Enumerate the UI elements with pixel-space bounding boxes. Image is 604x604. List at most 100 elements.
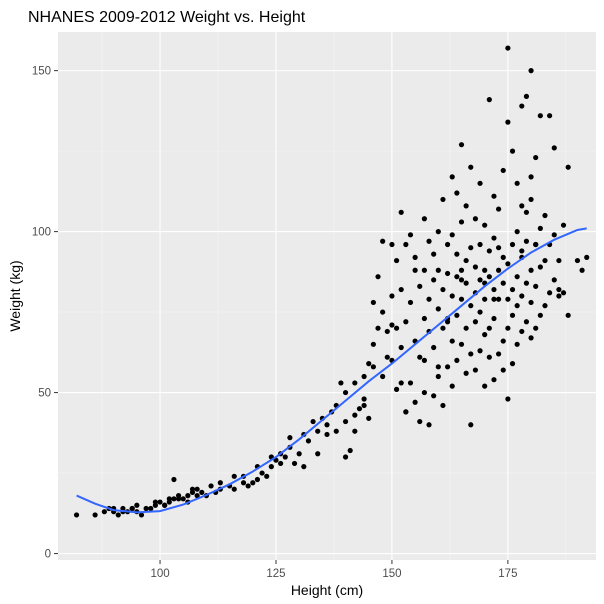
data-point [171,476,177,483]
data-point [454,274,460,280]
data-point [482,332,488,338]
data-point [444,241,451,248]
data-point [426,422,432,428]
data-point [384,354,390,360]
data-point [486,354,492,360]
data-point [472,319,479,325]
data-point [199,489,205,495]
data-point [468,164,474,170]
chart-title: NHANES 2009-2012 Weight vs. Height [28,9,306,26]
y-tick-label: 150 [32,66,51,78]
data-point [435,373,441,380]
data-point [361,396,367,402]
data-point [519,328,525,335]
data-point [496,267,502,273]
data-point [551,232,557,238]
data-point [528,267,534,273]
data-point [528,68,534,74]
data-point [412,267,418,273]
data-point [217,480,223,486]
data-point [584,254,590,260]
data-point [542,212,548,219]
data-point [407,232,414,238]
data-point [523,238,530,244]
data-point [444,364,451,370]
data-point [505,45,511,51]
data-point [491,286,497,293]
data-point [533,283,539,289]
data-point [185,493,191,499]
data-point [380,373,386,380]
data-point [463,280,469,286]
data-point [496,296,502,302]
data-point [482,296,488,302]
data-point [449,293,455,299]
data-point [380,238,386,244]
data-point [250,480,256,486]
data-point [477,180,483,186]
data-point [514,229,520,235]
data-point [171,496,177,502]
data-point [458,296,465,302]
data-point [115,512,121,518]
data-point [435,267,441,273]
data-point [421,267,427,273]
data-point [533,325,539,331]
data-point [398,286,404,293]
data-point [352,380,358,386]
data-point [509,286,516,293]
data-point [537,312,543,318]
data-point [352,412,358,418]
data-point [458,277,465,283]
data-point [477,241,483,248]
data-point [519,293,525,299]
data-point [315,451,321,457]
data-point [375,325,381,331]
data-point [514,303,520,309]
data-point [505,325,511,331]
data-point [347,447,353,454]
data-point [393,386,400,392]
data-point [472,216,479,222]
data-point [421,389,427,396]
data-point [486,274,492,280]
data-point [528,299,534,306]
data-point [533,154,539,161]
data-point [556,257,562,264]
data-point [556,293,562,299]
data-point [523,280,530,286]
data-point [542,303,548,309]
y-tick-label: 50 [38,388,51,400]
data-point [505,396,511,402]
data-point [463,257,469,264]
plot-panel [58,32,596,560]
data-point [291,460,298,467]
data-point [389,322,395,328]
data-point [435,229,441,235]
data-point [338,380,344,386]
data-point [496,245,502,251]
data-point [509,148,516,154]
data-point [166,496,172,502]
data-point [417,354,423,360]
data-point [551,277,557,283]
data-point [431,344,437,351]
data-point [505,296,511,302]
data-point [175,496,182,502]
data-point [574,257,581,264]
data-point [421,216,427,222]
data-point [463,325,469,331]
data-point [449,383,455,389]
data-point [528,335,534,341]
data-point [361,402,367,409]
data-point [528,174,534,180]
data-point [458,267,465,273]
data-point [421,315,427,322]
data-point [500,280,506,286]
data-point [148,505,154,512]
data-point [393,325,400,331]
data-point [389,241,395,248]
data-point [486,325,492,331]
data-point [287,435,293,441]
